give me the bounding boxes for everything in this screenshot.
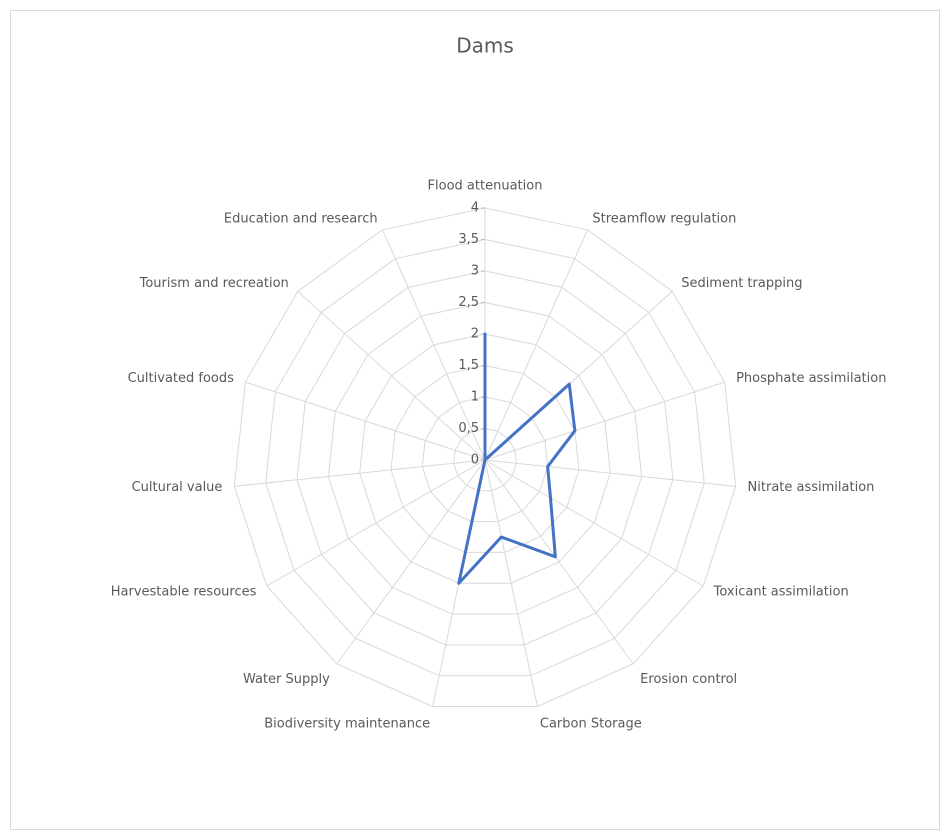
grid-ring: [233, 207, 737, 707]
spoke: [484, 459, 538, 707]
r-tick-label: 0: [471, 453, 479, 468]
r-tick-label: 0,5: [458, 421, 479, 436]
spoke: [266, 459, 486, 587]
spoke: [484, 229, 588, 461]
grid-ring: [327, 301, 643, 615]
spoke: [382, 229, 486, 461]
category-label: Water Supply: [243, 672, 330, 687]
r-tick-label: 4: [471, 201, 479, 216]
category-label: Sediment trapping: [681, 276, 802, 291]
spoke: [484, 459, 736, 487]
data-line: [457, 332, 577, 585]
r-tick-label: 2,5: [458, 295, 479, 310]
r-tick-label: 3: [471, 264, 479, 279]
category-label: Cultivated foods: [128, 371, 235, 386]
category-label: Biodiversity maintenance: [264, 717, 430, 732]
grid-ring: [359, 333, 611, 584]
category-label: Education and research: [224, 211, 378, 226]
grid-ring: [296, 270, 674, 646]
category-label: Carbon Storage: [540, 717, 642, 732]
r-tick-label: 1,5: [458, 358, 479, 373]
spoke: [234, 459, 486, 487]
category-label: Toxicant assimilation: [713, 585, 849, 600]
chart-frame: [10, 10, 940, 830]
spoke: [336, 459, 486, 665]
chart-title: Dams: [456, 34, 514, 58]
grid-ring: [421, 396, 549, 523]
r-tick-label: 2: [471, 327, 479, 342]
category-label: Nitrate assimilation: [748, 480, 875, 495]
r-tick-label: 1: [471, 390, 479, 405]
category-label: Cultural value: [132, 480, 223, 495]
category-label: Harvestable resources: [111, 585, 257, 600]
spoke: [484, 459, 704, 587]
spoke: [484, 381, 725, 461]
category-label: Phosphate assimilation: [736, 371, 886, 386]
grid-ring: [265, 238, 705, 677]
grid-ring: [453, 427, 517, 492]
category-label: Tourism and recreation: [139, 276, 289, 291]
category-label: Erosion control: [640, 672, 737, 687]
category-label: Flood attenuation: [428, 179, 543, 194]
spoke: [245, 381, 486, 461]
grid-ring: [390, 364, 580, 553]
category-label: Streamflow regulation: [592, 211, 736, 226]
spoke: [484, 459, 634, 665]
r-tick-label: 3,5: [458, 232, 479, 247]
spoke: [297, 291, 486, 461]
